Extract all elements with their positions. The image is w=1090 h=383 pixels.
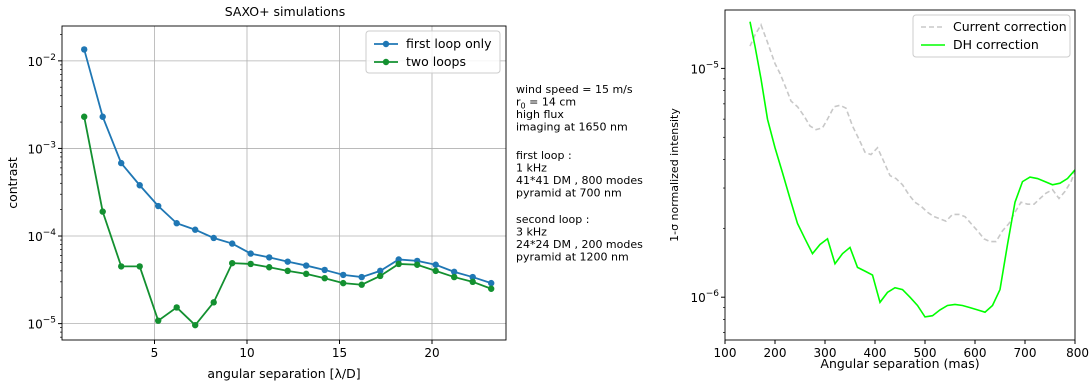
left-series-point-1 (377, 272, 384, 280)
left-series-point-0 (99, 113, 106, 120)
left-y-tick-label: 10−3 (27, 140, 56, 156)
right-legend: Current correction DH correction (912, 14, 1071, 58)
left-series-point-0 (358, 273, 365, 281)
right-series-line-1 (749, 21, 1076, 318)
left-series-point-0 (488, 279, 495, 287)
left-series-point-0 (192, 226, 199, 233)
right-y-tick-label: 10−6 (690, 289, 719, 305)
left-series-point-1 (229, 259, 236, 267)
left-x-tick-label: 5 (151, 346, 159, 360)
left-legend-box (365, 30, 501, 74)
left-series-point-0 (229, 240, 236, 247)
left-series-point-0 (451, 268, 458, 276)
right-x-tick-label: 300 (814, 346, 837, 360)
left-series-point-1 (303, 270, 310, 278)
left-chart-title: SAXO+ simulations (225, 4, 345, 19)
right-x-tick-label: 400 (864, 346, 887, 360)
legend-label-dh-correction: DH correction (953, 37, 1039, 52)
right-x-axis-label: Angular separation (mas) (820, 356, 979, 371)
left-series-point-1 (358, 281, 365, 288)
left-series-point-1 (395, 260, 402, 268)
annotation-line: imaging at 1650 nm (516, 121, 628, 134)
left-legend: first loop only two loops (365, 30, 501, 74)
left-series-point-0 (321, 266, 328, 274)
annotation-line: second loop : (516, 213, 589, 226)
left-x-tick-label: 15 (332, 346, 347, 360)
left-series-point-1 (99, 208, 106, 215)
left-x-tick-label: 10 (239, 346, 254, 360)
left-series-point-1 (469, 278, 476, 286)
right-plot-frame (724, 9, 1076, 341)
left-series-point-1 (136, 263, 143, 270)
left-series-point-1 (210, 299, 217, 306)
right-x-tick-label: 800 (1066, 346, 1089, 360)
left-series-point-0 (173, 220, 180, 227)
left-series-point-0 (266, 254, 273, 261)
left-series-point-1 (155, 317, 162, 324)
right-x-tick-label: 700 (1014, 346, 1037, 360)
left-x-tick-label: 20 (424, 346, 439, 360)
left-series-point-1 (192, 321, 199, 329)
left-series-point-0 (210, 234, 217, 242)
left-y-tick-label: 10−5 (27, 316, 56, 332)
left-chart: SAXO+ simulations 5 10 15 20 10−2 10−3 10−4 10−… (5, 4, 507, 381)
right-legend-box (912, 14, 1071, 58)
left-series-point-1 (118, 263, 125, 270)
left-series-point-1 (173, 304, 180, 311)
left-series-point-0 (340, 271, 347, 279)
annotation-line: first loop : (516, 149, 572, 162)
left-series-point-1 (451, 273, 458, 281)
left-series-point-0 (81, 46, 88, 53)
annotation-line: 1 kHz (516, 162, 547, 175)
left-series-point-1 (284, 267, 291, 275)
left-series-point-0 (136, 182, 143, 189)
legend-label-two-loops: two loops (406, 54, 466, 69)
left-series-point-0 (118, 159, 125, 167)
legend-marker-two-loops (382, 58, 390, 66)
left-series-point-1 (340, 279, 347, 287)
left-series-point-0 (432, 261, 439, 268)
legend-marker-first-loop (382, 40, 390, 48)
left-series-point-0 (469, 273, 476, 281)
annotation-line: high flux (516, 108, 564, 121)
left-series-point-1 (247, 260, 254, 268)
right-chart: 100 200 300 400 500 600 700 800 10−5 10−6 Angular… (668, 9, 1089, 371)
right-y-axis-label: 1-σ normalized intensity (668, 108, 681, 242)
left-x-axis-label: angular separation [λ/D] (207, 366, 360, 381)
left-y-tick-label: 10−4 (27, 228, 56, 244)
left-y-tick-label: 10−2 (27, 53, 56, 69)
legend-label-first-loop: first loop only (406, 36, 492, 51)
right-x-tick-label: 600 (964, 346, 987, 360)
left-series-point-1 (414, 261, 421, 268)
annotation-line: wind speed = 15 m/s (516, 83, 633, 96)
annotation-line: 3 kHz (516, 226, 547, 239)
left-series-point-0 (284, 258, 291, 265)
right-series-line-0 (749, 23, 1076, 243)
right-x-tick-label: 500 (914, 346, 937, 360)
left-series-point-0 (155, 202, 162, 210)
left-series-point-0 (247, 250, 254, 257)
annotation-line: 24*24 DM , 200 modes (516, 238, 643, 251)
right-y-tick-label: 10−5 (690, 60, 719, 76)
annotation-line: r0 = 14 cm (516, 96, 576, 111)
annotation-line: pyramid at 700 nm (516, 187, 622, 200)
left-series-point-0 (377, 267, 384, 275)
left-y-axis-label: contrast (5, 157, 20, 209)
left-series-point-0 (303, 262, 310, 269)
annotation-line: pyramid at 1200 nm (516, 251, 629, 264)
left-series-point-1 (432, 267, 439, 275)
right-x-tick-label: 100 (714, 346, 737, 360)
left-series-point-1 (321, 274, 328, 282)
legend-label-current-correction: Current correction (953, 19, 1067, 34)
left-series-point-0 (395, 256, 402, 263)
annotation-line: 41*41 DM , 800 modes (516, 174, 643, 187)
left-series-point-1 (81, 113, 88, 120)
left-series-point-1 (266, 264, 273, 271)
left-series-point-1 (488, 285, 495, 292)
right-x-tick-label: 200 (764, 346, 787, 360)
